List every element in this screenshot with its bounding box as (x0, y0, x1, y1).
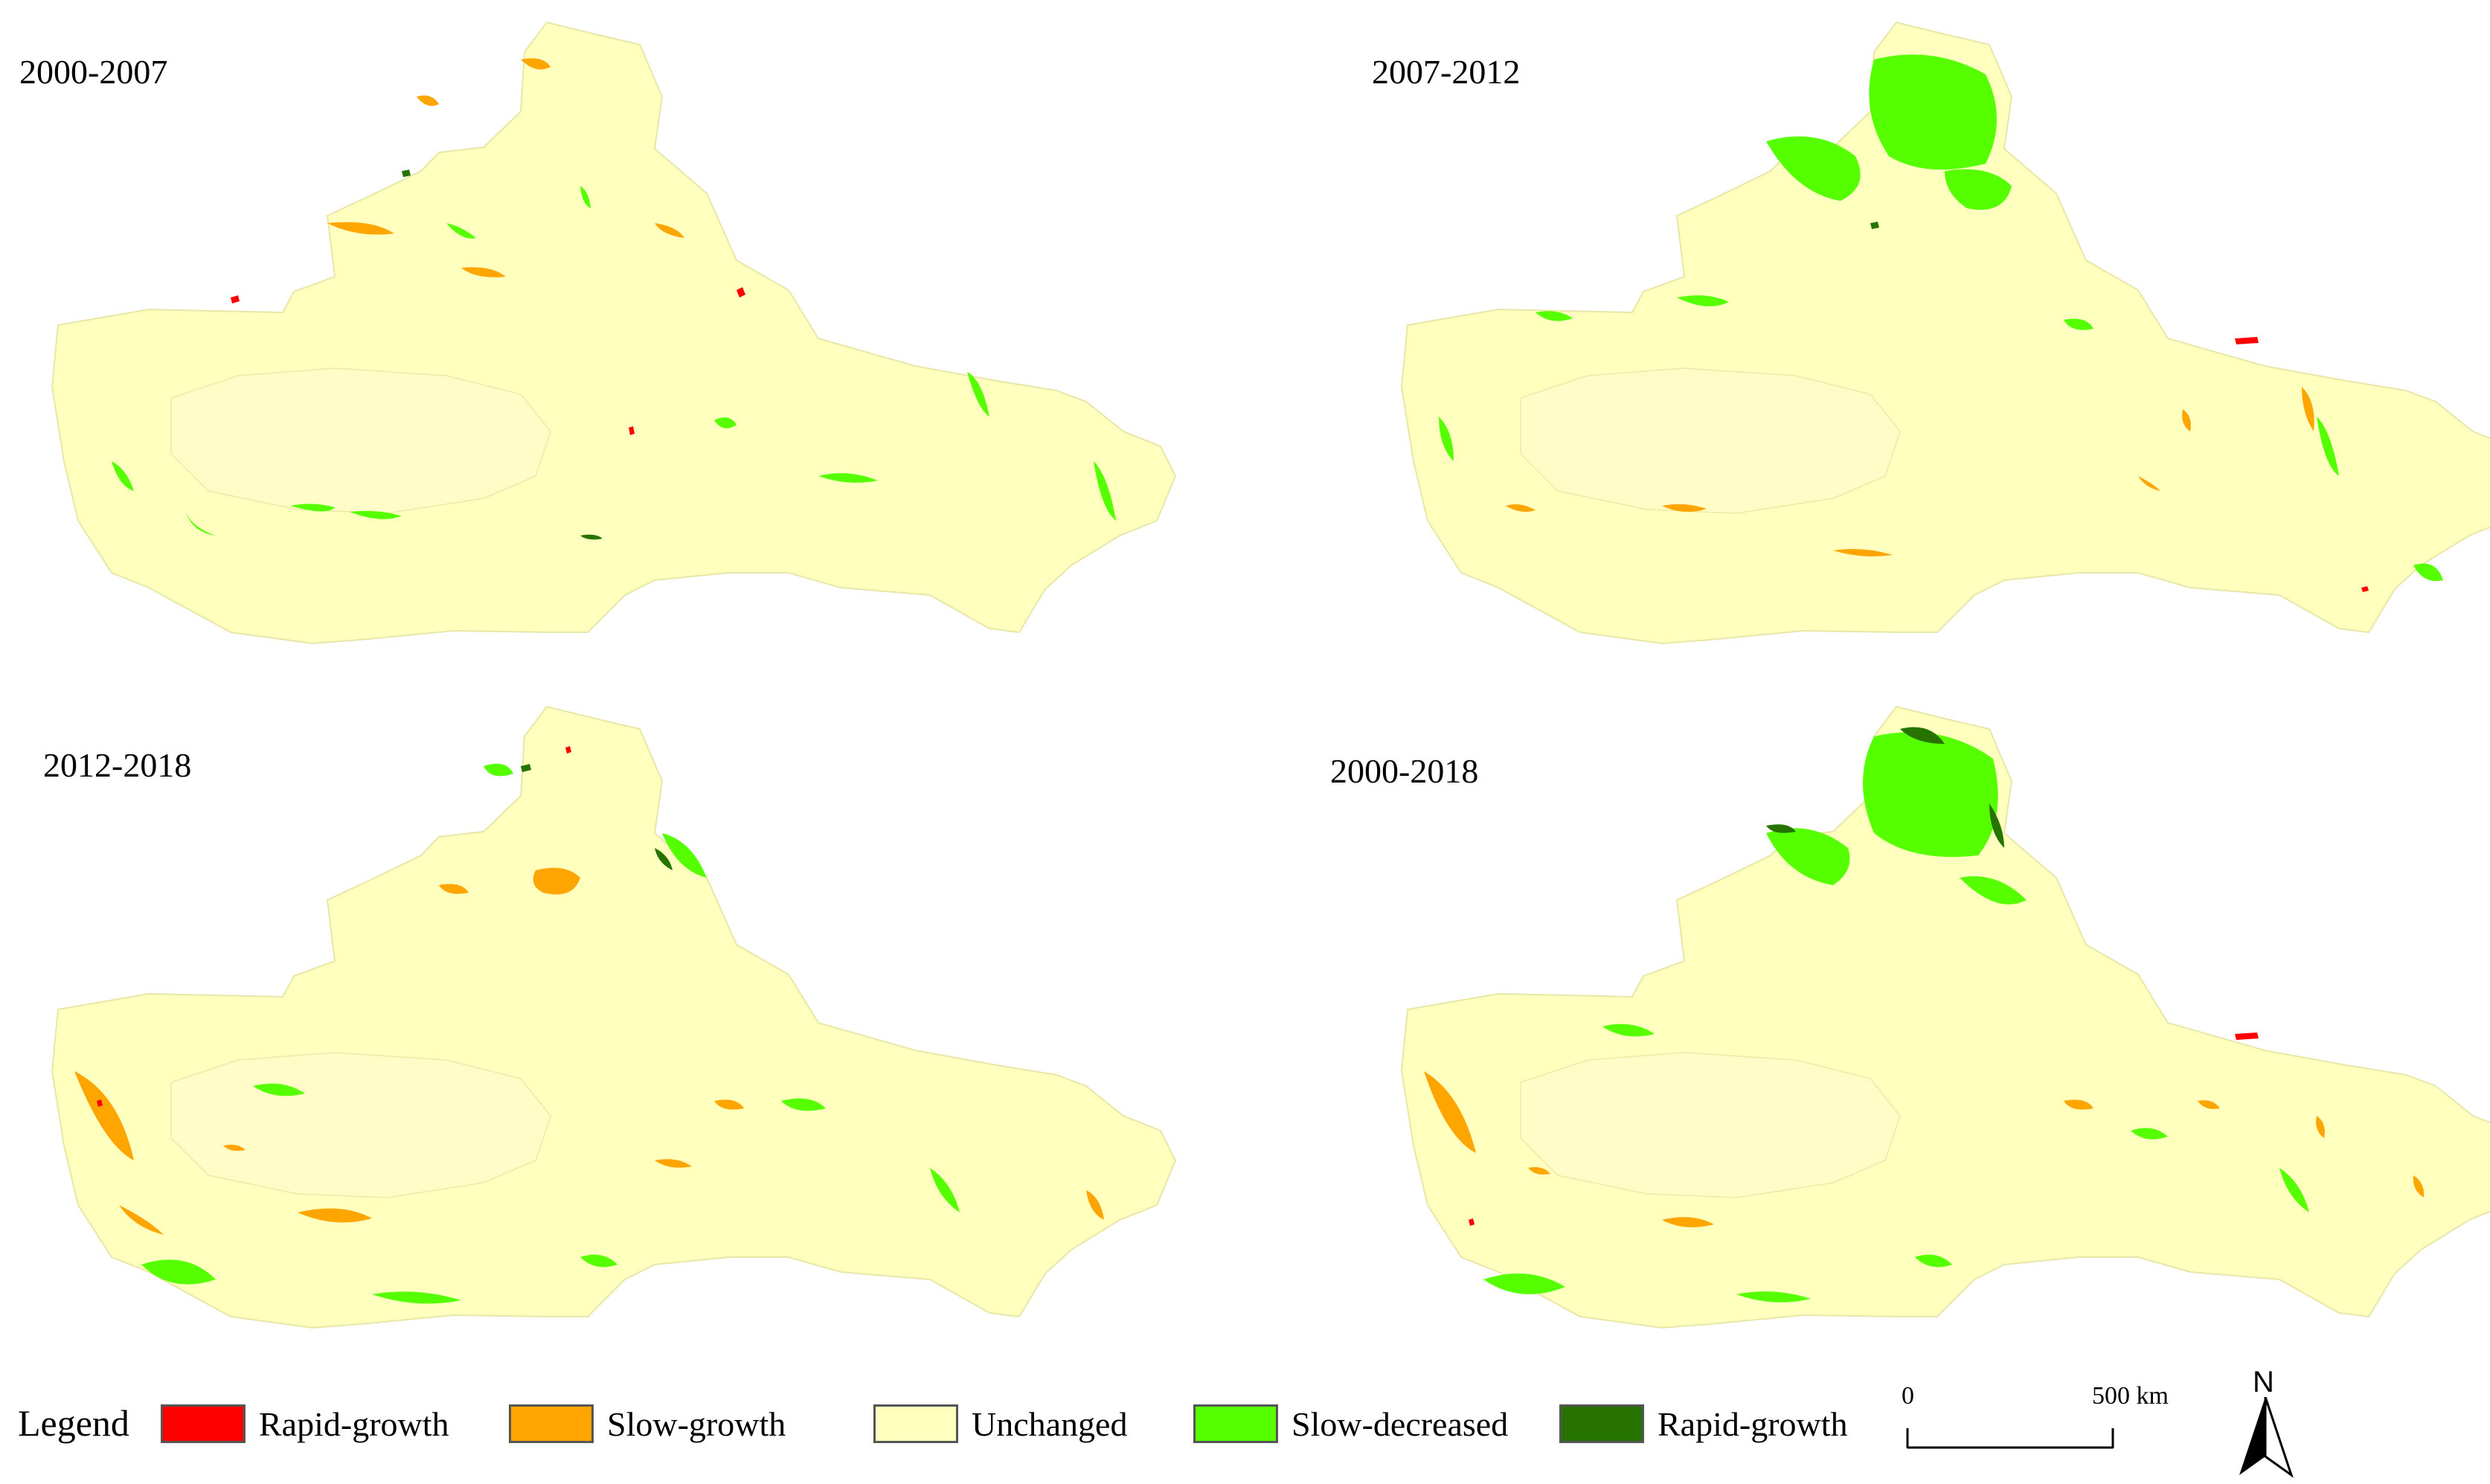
legend-swatch (161, 1404, 246, 1443)
legend-swatch (1193, 1404, 1278, 1443)
legend-swatch (873, 1404, 958, 1443)
legend: Legend Rapid-growth Slow-growth Unchange… (18, 1398, 1878, 1458)
legend-swatch (509, 1404, 594, 1443)
legend-label: Rapid-growth (1658, 1405, 1848, 1443)
legend-label: Rapid-growth (259, 1405, 449, 1443)
region-map-2012-2018 (51, 706, 1176, 1329)
map-panel-2007-2012: 2007-2012 (1245, 0, 2490, 669)
region-map-2007-2012 (1401, 22, 2490, 644)
scale-end-label: 500 km (2092, 1382, 2169, 1410)
region-map-2000-2007 (51, 22, 1176, 644)
panel-title: 2012-2018 (43, 746, 192, 784)
panel-title: 2000-2007 (19, 53, 168, 91)
map-panel-2000-2007: 2000-2007 (0, 0, 1245, 669)
legend-label: Unchanged (972, 1405, 1128, 1443)
north-arrow-icon (2239, 1397, 2294, 1478)
legend-title: Legend (18, 1402, 129, 1444)
region-map-2000-2018 (1401, 706, 2490, 1329)
map-panel-2000-2018: 2000-2018 (1245, 669, 2490, 1339)
legend-swatch (1559, 1404, 1644, 1443)
scale-bar: 0 500 km (1890, 1382, 2169, 1458)
scale-start-label: 0 (1902, 1382, 1914, 1410)
map-panel-2012-2018: 2012-2018 (0, 669, 1245, 1339)
legend-label: Slow-growth (607, 1405, 786, 1443)
legend-label: Slow-decreased (1291, 1405, 1509, 1443)
north-label: N (2253, 1366, 2274, 1398)
panel-title: 2007-2012 (1372, 53, 1521, 91)
panel-title: 2000-2018 (1330, 752, 1479, 790)
scale-bar-line (1906, 1428, 2114, 1449)
north-arrow: N (2232, 1367, 2299, 1479)
